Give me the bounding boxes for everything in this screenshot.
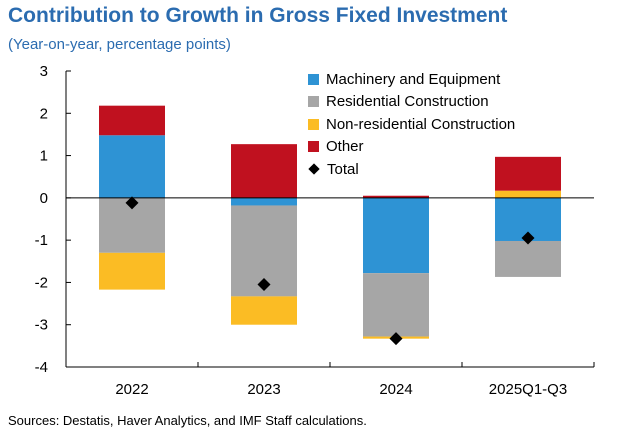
x-tick-label-1: 2023 xyxy=(247,381,280,398)
bar-non-residential-construction-1 xyxy=(231,296,297,325)
x-tick-label-0: 2022 xyxy=(115,381,148,398)
bar-machinery-and-equipment-2 xyxy=(363,197,429,274)
bar-non-residential-construction-3 xyxy=(495,190,561,198)
total-marker-2 xyxy=(389,332,403,346)
legend-item-other: Other xyxy=(308,136,515,159)
bar-other-2 xyxy=(363,195,429,198)
bar-machinery-and-equipment-1 xyxy=(231,197,297,206)
y-tick-label-3: -1 xyxy=(35,232,48,249)
legend-label: Total xyxy=(327,160,359,178)
bar-non-residential-construction-0 xyxy=(99,252,165,290)
source-note: Sources: Destatis, Haver Analytics, and … xyxy=(8,413,367,428)
y-tick-label-6: 2 xyxy=(40,105,48,122)
legend-label: Other xyxy=(326,138,364,156)
legend-swatch xyxy=(308,96,319,108)
y-tick-label-4: 0 xyxy=(40,190,48,207)
legend-item-total: Total xyxy=(308,158,515,181)
total-marker-1 xyxy=(257,278,271,292)
x-tick-label-2: 2024 xyxy=(379,381,412,398)
chart-subtitle: (Year-on-year, percentage points) xyxy=(8,36,231,53)
bar-residential-construction-2 xyxy=(363,273,429,337)
legend-label: Residential Construction xyxy=(326,93,489,111)
legend-item-residential-construction: Residential Construction xyxy=(308,91,515,114)
bar-other-3 xyxy=(495,156,561,191)
y-tick-label-1: -3 xyxy=(35,317,48,334)
total-marker-0 xyxy=(125,196,139,210)
bar-machinery-and-equipment-0 xyxy=(99,135,165,198)
bar-residential-construction-3 xyxy=(495,240,561,277)
legend-swatch xyxy=(308,118,319,130)
y-tick-label-5: 1 xyxy=(40,148,48,165)
legend-label: Machinery and Equipment xyxy=(326,70,501,88)
chart-legend: Machinery and Equipment Residential Const… xyxy=(308,68,515,181)
y-tick-label-2: -2 xyxy=(35,274,48,291)
bar-other-1 xyxy=(231,144,297,198)
legend-swatch xyxy=(308,141,319,153)
legend-label: Non-residential Construction xyxy=(326,115,516,133)
legend-swatch xyxy=(308,73,319,85)
diamond-icon xyxy=(308,163,320,175)
x-tick-label-3: 2025Q1-Q3 xyxy=(489,381,567,398)
y-tick-label-7: 3 xyxy=(40,63,48,80)
total-marker-3 xyxy=(521,231,535,245)
legend-item-non-residential-construction: Non-residential Construction xyxy=(308,113,515,136)
y-tick-label-0: -4 xyxy=(35,359,48,376)
legend-item-machinery-and-equipment: Machinery and Equipment xyxy=(308,68,515,91)
chart-title: Contribution to Growth in Gross Fixed In… xyxy=(8,4,508,27)
bar-other-0 xyxy=(99,105,165,136)
